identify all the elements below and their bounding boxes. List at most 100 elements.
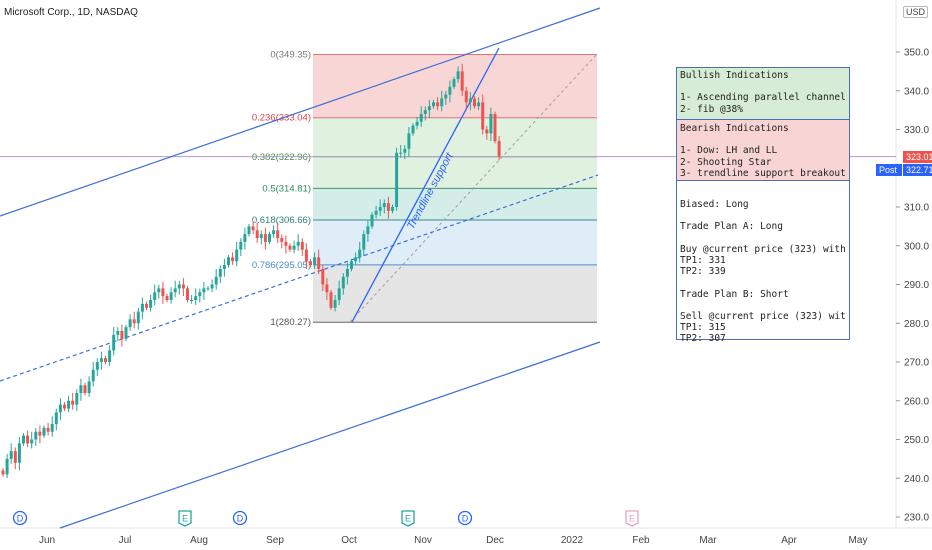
candle-body <box>79 385 83 393</box>
fib-zone <box>313 264 597 323</box>
candle-body <box>464 90 468 103</box>
candle-body <box>140 303 144 312</box>
candle-body <box>13 451 17 463</box>
candle-body <box>263 234 267 242</box>
candle-body <box>120 331 124 339</box>
fib-level-label: 0.382(322.96) <box>252 152 311 163</box>
candle-body <box>17 443 21 463</box>
trade-notes-box[interactable]: Bullish Indications 1- Ascending paralle… <box>676 67 850 344</box>
dividend-marker <box>12 510 28 526</box>
note-line <box>680 233 846 244</box>
trendline-support <box>351 47 500 323</box>
time-tick-label: Apr <box>781 535 797 546</box>
candle-body <box>26 435 30 444</box>
note-line <box>680 210 846 221</box>
candle-body <box>440 98 444 107</box>
event-marker-label: D <box>17 514 24 524</box>
candle-body <box>280 238 284 242</box>
time-tick-label: Mar <box>699 535 717 546</box>
note-line: TP2: 307 <box>680 333 726 345</box>
candle-body <box>313 257 317 266</box>
candle-body <box>165 296 169 300</box>
candle-body <box>104 358 107 362</box>
candle-body <box>452 79 456 87</box>
time-tick-label: Nov <box>414 535 432 546</box>
note-line: Trade Plan A: Long <box>680 221 783 233</box>
event-marker-label: D <box>462 514 469 524</box>
note-line <box>680 300 846 311</box>
candle-body <box>153 292 157 300</box>
time-tick-label: Feb <box>632 535 650 546</box>
candle-body <box>341 276 345 289</box>
fib-trend-diagonal <box>349 53 598 323</box>
candle-body <box>382 203 386 207</box>
candle-body <box>325 284 329 293</box>
candle-body <box>227 257 230 266</box>
fib-level-label: 0.618(306.66) <box>252 215 311 226</box>
candle-body <box>427 106 431 111</box>
time-tick-label: Jul <box>119 535 132 546</box>
candle-body <box>411 125 415 134</box>
channel-lower-line <box>59 341 601 529</box>
candle-body <box>456 71 460 80</box>
candle-body <box>30 439 34 444</box>
fib-level-label: 1(280.27) <box>270 317 311 328</box>
candle-body <box>190 300 194 301</box>
candle-body <box>239 241 243 250</box>
candle-body <box>112 334 116 351</box>
candle-body <box>181 284 185 289</box>
candle-body <box>497 141 501 157</box>
candle-body <box>42 427 46 436</box>
candle-body <box>407 133 411 149</box>
note-line: 1- Dow: LH and LL <box>680 145 778 157</box>
fib-zone <box>313 188 597 220</box>
candle-body <box>276 230 280 238</box>
candle-body <box>477 102 481 107</box>
price-tick-label: 350.0 <box>904 48 929 59</box>
candle-body <box>5 458 9 475</box>
candle-body <box>419 114 423 122</box>
candle-body <box>132 319 136 324</box>
candle-body <box>124 327 128 339</box>
candle-body <box>436 102 440 107</box>
candle-body <box>50 424 54 432</box>
candle-body <box>67 400 71 409</box>
channel-upper-line <box>0 7 601 217</box>
currency-badge[interactable]: USD <box>903 6 929 18</box>
fib-level-label: 0.786(295.05) <box>252 260 311 271</box>
price-tick-label: 230.0 <box>904 513 929 524</box>
candle-body <box>91 369 95 382</box>
candle-body <box>485 129 489 134</box>
candle-body <box>255 230 259 238</box>
candle-body <box>145 303 148 308</box>
event-marker-label: E <box>405 514 411 524</box>
candle-body <box>374 210 378 215</box>
candle-body <box>157 288 161 293</box>
candle-body <box>423 110 427 114</box>
candle-body <box>333 300 337 308</box>
price-tick-label: 300.0 <box>904 241 929 252</box>
candle-body <box>432 102 435 107</box>
dividend-marker <box>232 510 248 526</box>
candle-body <box>391 207 394 211</box>
candle-body <box>444 94 448 99</box>
candle-body <box>177 284 181 289</box>
candle-body <box>247 226 251 235</box>
candle-body <box>309 261 312 266</box>
trade-plan-notes: Biased: Long Trade Plan A: Long Buy @cur… <box>677 199 849 344</box>
candle-body <box>1 470 5 475</box>
candle-body <box>284 241 288 246</box>
candle-body <box>206 288 210 290</box>
candle-body <box>198 292 202 297</box>
price-tick-label: 340.0 <box>904 86 929 97</box>
candle-body <box>186 288 189 300</box>
note-line: Bearish Indications <box>680 123 789 134</box>
candle-body <box>54 412 58 424</box>
note-line: TP2: 339 <box>680 266 726 278</box>
candle-body <box>136 311 140 324</box>
earnings-marker <box>401 510 415 527</box>
fib-zone <box>313 117 597 157</box>
price-tick-label: 270.0 <box>904 358 929 369</box>
